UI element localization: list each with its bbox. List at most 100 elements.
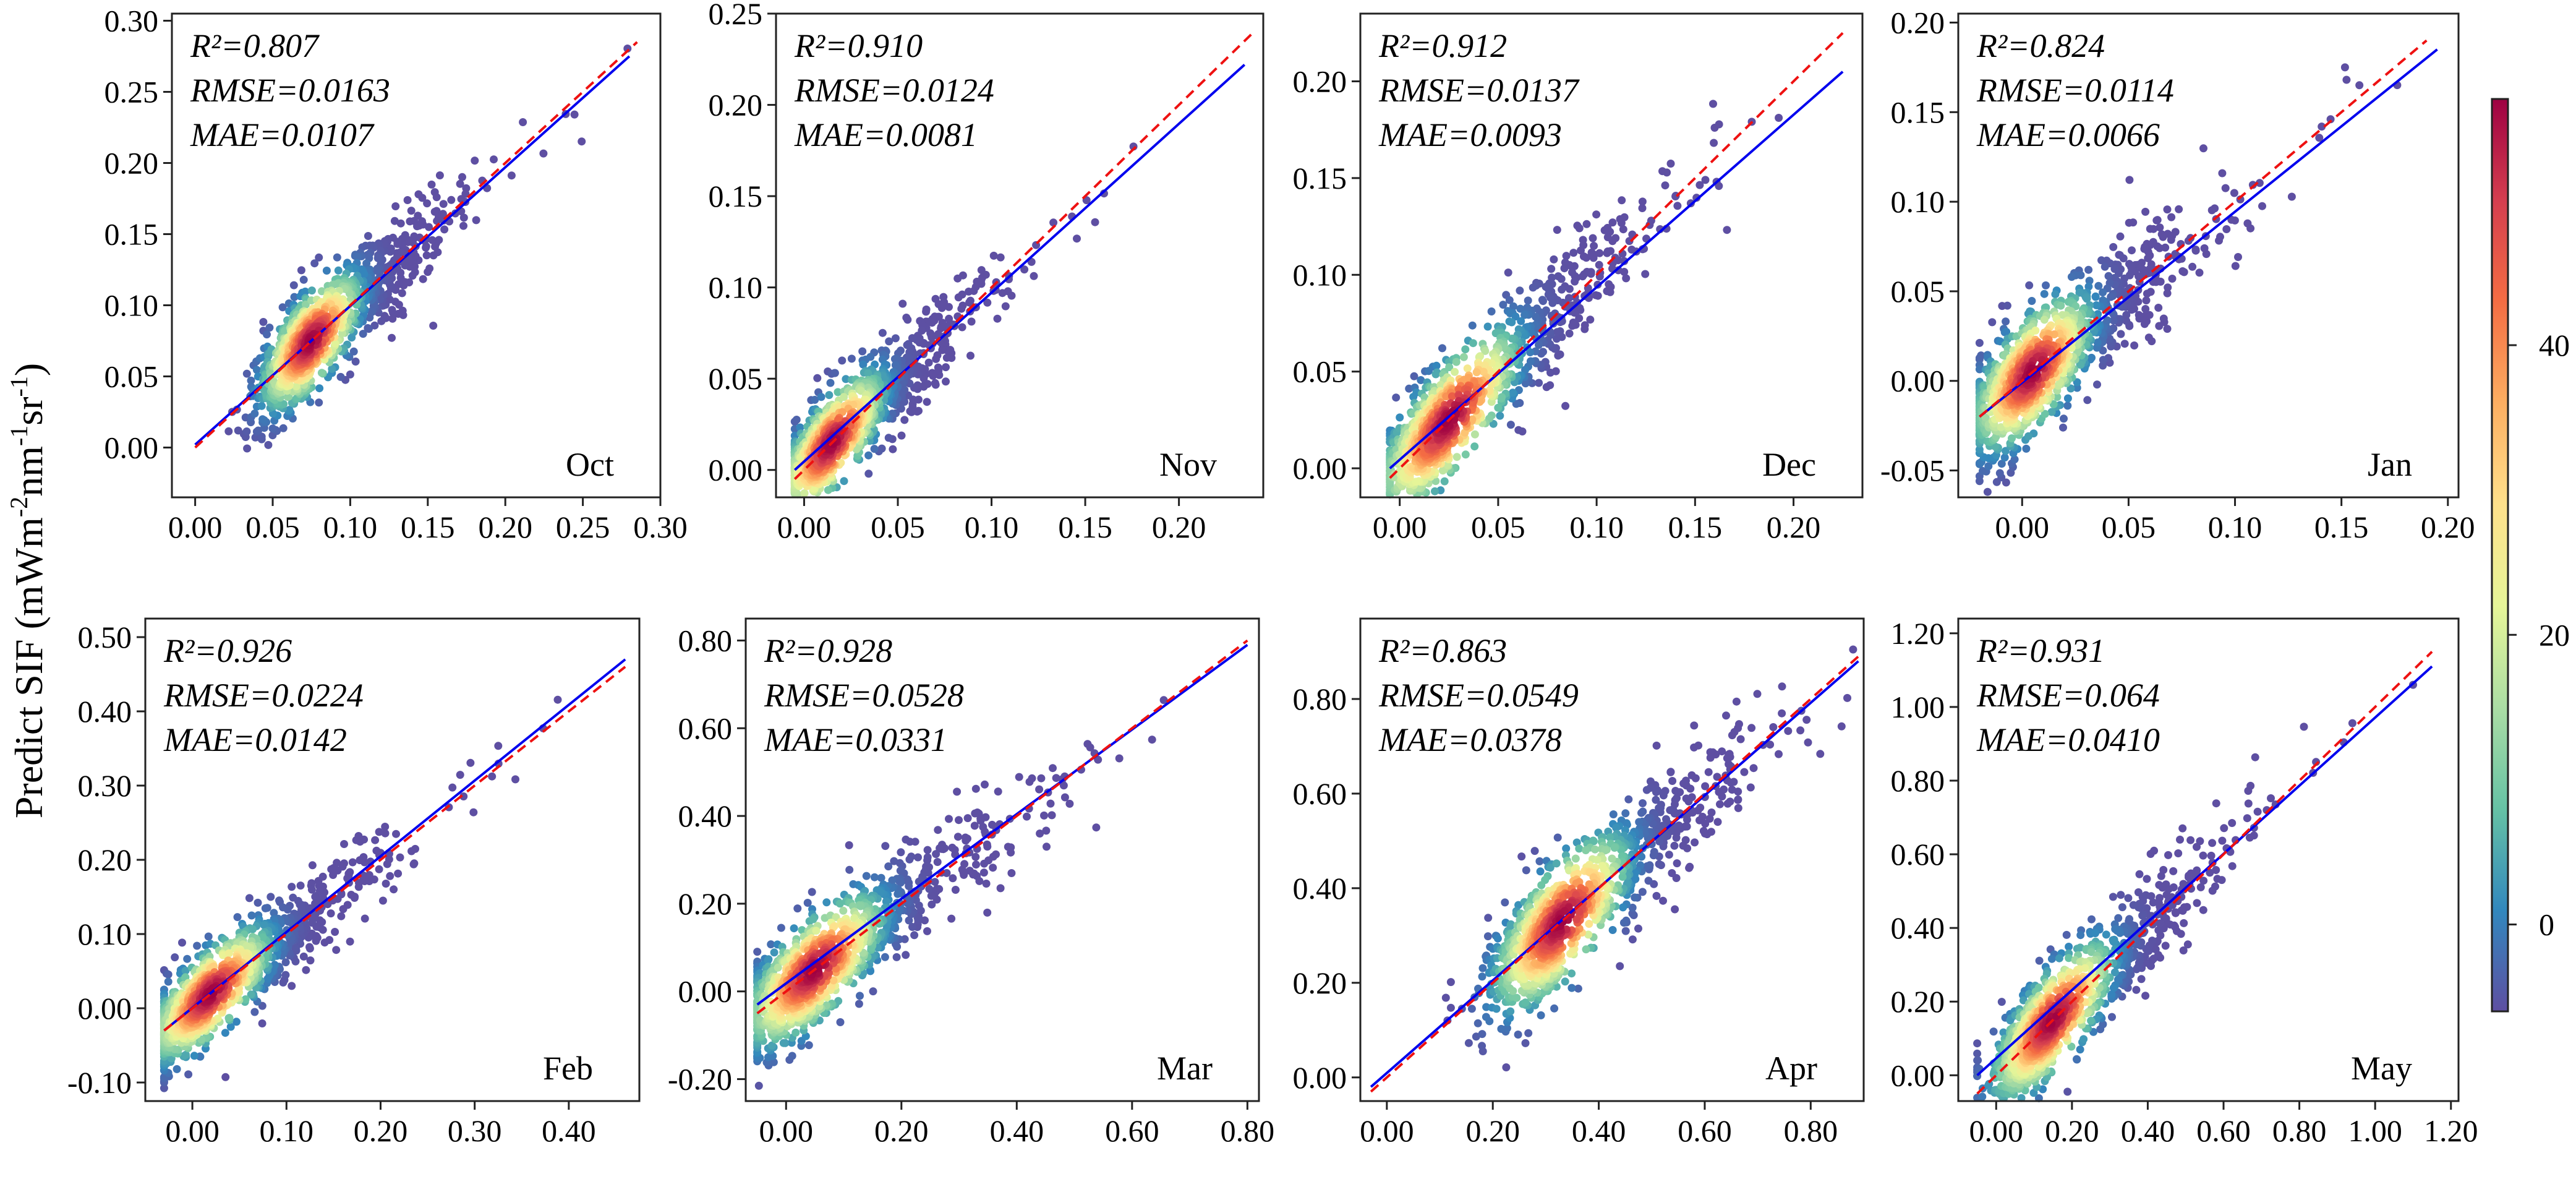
- data-point: [2178, 267, 2187, 275]
- data-point: [1550, 255, 1558, 264]
- data-point: [494, 742, 503, 750]
- data-point: [864, 451, 873, 460]
- data-point: [1618, 196, 1626, 205]
- data-point: [289, 281, 298, 289]
- x-tick-label: 0.00: [168, 510, 223, 544]
- y-axis-title-sup-3: -1: [5, 376, 33, 397]
- data-point: [2084, 265, 2093, 274]
- data-point: [1592, 210, 1601, 219]
- data-point: [322, 267, 331, 275]
- data-point: [183, 954, 192, 963]
- data-point: [2231, 262, 2240, 270]
- stat-label: R²=0.912: [1378, 27, 1507, 64]
- data-point: [906, 407, 915, 416]
- data-point: [1073, 234, 1081, 243]
- x-tick-label: 0.15: [1058, 510, 1112, 544]
- data-point: [301, 300, 310, 309]
- data-point: [2059, 423, 2067, 432]
- data-point: [1452, 453, 1461, 461]
- data-point: [340, 840, 348, 848]
- data-point: [326, 909, 335, 918]
- data-point: [1723, 226, 1731, 234]
- data-point: [360, 914, 369, 923]
- data-point: [1603, 249, 1611, 257]
- data-point: [2157, 230, 2166, 239]
- data-point: [2104, 272, 2113, 280]
- month-label: Dec: [1762, 446, 1816, 483]
- data-point: [1565, 329, 1574, 338]
- data-point: [352, 836, 360, 844]
- data-point: [360, 270, 369, 278]
- data-point: [1468, 321, 1477, 330]
- data-point: [388, 333, 396, 342]
- data-point: [1983, 487, 1992, 496]
- data-point: [578, 137, 586, 146]
- scatter-panel-dec: 0.00 0.05 0.10 0.15 0.200.000.050.100.150.20…: [1293, 12, 1864, 544]
- data-point: [2060, 414, 2068, 423]
- data-point: [427, 180, 436, 189]
- data-point: [942, 377, 950, 386]
- data-point: [456, 771, 464, 779]
- data-point: [466, 758, 475, 767]
- x-tick-label: 0.05: [2102, 510, 2156, 544]
- month-label: Oct: [566, 446, 614, 483]
- data-point: [364, 324, 372, 332]
- data-point: [394, 869, 403, 878]
- data-point: [1661, 181, 1670, 190]
- data-point: [424, 268, 432, 277]
- data-point: [2002, 317, 2010, 326]
- data-point: [2115, 251, 2123, 259]
- data-point: [2146, 225, 2154, 233]
- y-tick-label: 0.15: [104, 217, 159, 252]
- data-point: [299, 952, 308, 961]
- data-point: [278, 303, 287, 312]
- x-tick-label: 0.05: [1471, 510, 1525, 544]
- data-point: [2154, 304, 2163, 312]
- data-point: [1638, 204, 1647, 212]
- data-point: [292, 382, 301, 391]
- data-point: [435, 171, 444, 179]
- data-point: [370, 321, 379, 330]
- data-point: [393, 239, 402, 248]
- data-point: [817, 393, 825, 401]
- data-point: [1438, 344, 1446, 353]
- data-point: [456, 179, 464, 188]
- data-point: [2130, 341, 2139, 349]
- data-point: [1470, 442, 1479, 451]
- data-point: [1547, 265, 1556, 273]
- data-point: [1452, 358, 1461, 366]
- data-point: [922, 307, 931, 316]
- data-point: [885, 337, 893, 346]
- data-point: [2091, 293, 2100, 301]
- data-point: [1988, 318, 1997, 327]
- x-tick-label: 0.20: [2421, 510, 2475, 544]
- data-point: [957, 304, 966, 313]
- data-point: [1517, 317, 1525, 325]
- data-point: [337, 912, 346, 920]
- data-point: [391, 202, 400, 210]
- data-point: [1461, 345, 1470, 354]
- data-point: [2093, 380, 2101, 389]
- data-point: [1392, 393, 1401, 402]
- data-point: [1487, 307, 1496, 315]
- data-point: [2110, 265, 2119, 273]
- y-tick-label: 0.15: [709, 179, 763, 213]
- data-point: [838, 356, 847, 365]
- data-point: [1582, 220, 1591, 228]
- data-point: [2207, 206, 2216, 215]
- data-point: [958, 323, 966, 332]
- data-point: [1627, 246, 1636, 254]
- data-point: [431, 242, 439, 251]
- data-point: [288, 883, 296, 891]
- data-point: [966, 351, 975, 360]
- data-point: [2051, 290, 2060, 299]
- data-point: [1431, 370, 1440, 379]
- data-point: [826, 379, 835, 387]
- data-point: [224, 1014, 233, 1023]
- stat-label: RMSE=0.0163: [190, 72, 390, 109]
- data-point: [2125, 176, 2134, 184]
- data-point: [336, 372, 345, 381]
- data-point: [299, 275, 308, 284]
- data-point: [2024, 432, 2032, 440]
- data-point: [257, 401, 266, 410]
